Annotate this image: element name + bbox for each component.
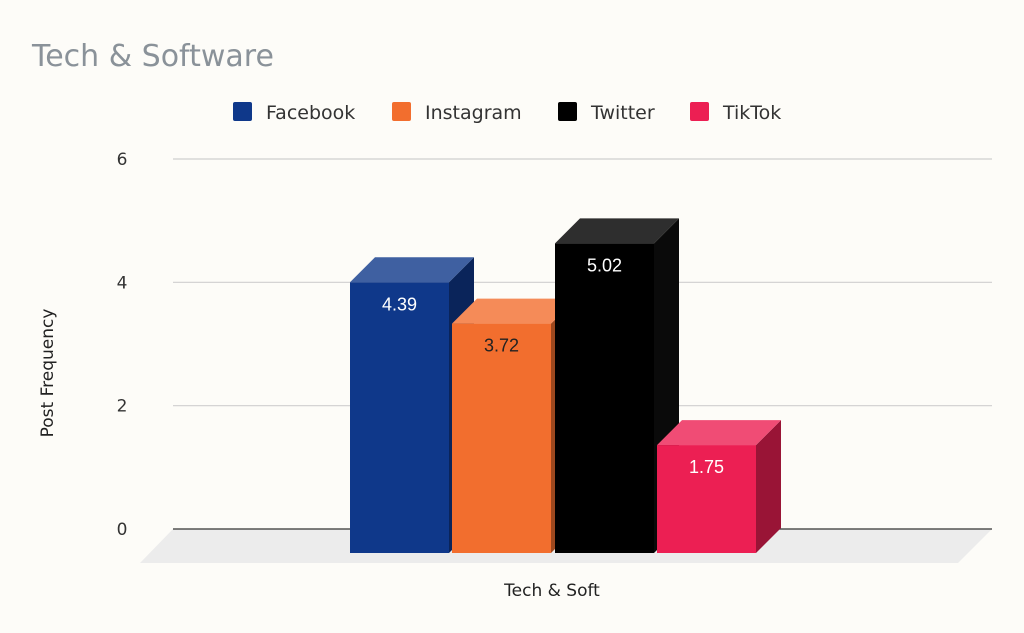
y-tick-label: 4 [117, 273, 128, 293]
chart-title: Tech & Software [31, 39, 274, 74]
y-tick-label: 2 [117, 397, 128, 417]
legend-item-tiktok[interactable]: TikTok [690, 102, 781, 124]
legend: Facebook Instagram Twitter TikTok [233, 102, 781, 124]
data-label: 3.72 [484, 336, 519, 356]
bar-side-face [756, 420, 781, 553]
bar-top-face [350, 257, 474, 283]
bar-front-face [657, 445, 756, 553]
legend-swatch [392, 102, 411, 121]
legend-label: Facebook [266, 102, 355, 124]
bar-front-face [452, 323, 551, 553]
x-category-label: Tech & Soft [503, 581, 600, 601]
legend-label: Instagram [425, 102, 522, 124]
legend-swatch [233, 102, 252, 121]
data-label: 4.39 [382, 294, 417, 314]
bar-tiktok: 1.75 [657, 420, 781, 553]
bar-top-face [657, 420, 781, 446]
bar-front-face [555, 243, 654, 553]
legend-item-facebook[interactable]: Facebook [233, 102, 355, 124]
legend-swatch [558, 102, 577, 121]
legend-label: TikTok [722, 102, 781, 124]
legend-label: Twitter [590, 102, 655, 124]
legend-item-twitter[interactable]: Twitter [558, 102, 655, 124]
y-tick-label: 6 [117, 150, 128, 170]
bar-front-face [350, 282, 449, 553]
bar-top-face [452, 298, 576, 324]
data-label: 1.75 [689, 457, 724, 477]
y-axis-label: Post Frequency [38, 309, 58, 438]
bar-top-face [555, 218, 679, 244]
data-label: 5.02 [587, 255, 622, 275]
y-tick-label: 0 [117, 520, 128, 540]
legend-swatch [690, 102, 709, 121]
legend-item-instagram[interactable]: Instagram [392, 102, 522, 124]
